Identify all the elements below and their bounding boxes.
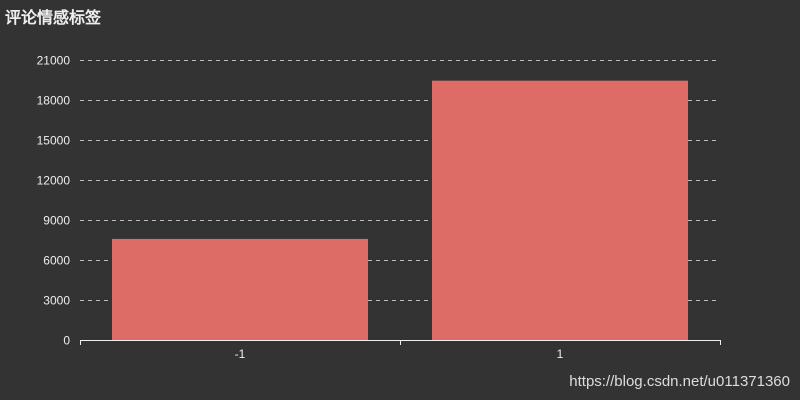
- x-tick-label: -1: [235, 347, 246, 361]
- chart-title: 评论情感标签: [5, 8, 102, 27]
- y-tick-label: 18000: [37, 94, 71, 108]
- bar: [112, 238, 368, 340]
- y-tick-label: 21000: [37, 54, 71, 68]
- y-tick-label: 9000: [43, 214, 70, 228]
- bar: [432, 80, 688, 341]
- y-tick-label: 6000: [43, 254, 70, 268]
- x-tick-label: 1: [557, 347, 564, 361]
- y-tick-label: 3000: [43, 294, 70, 308]
- y-tick-label: 12000: [37, 174, 71, 188]
- y-tick-label: 15000: [37, 134, 71, 148]
- watermark: https://blog.csdn.net/u011371360: [569, 373, 790, 390]
- y-tick-label: 0: [63, 334, 70, 348]
